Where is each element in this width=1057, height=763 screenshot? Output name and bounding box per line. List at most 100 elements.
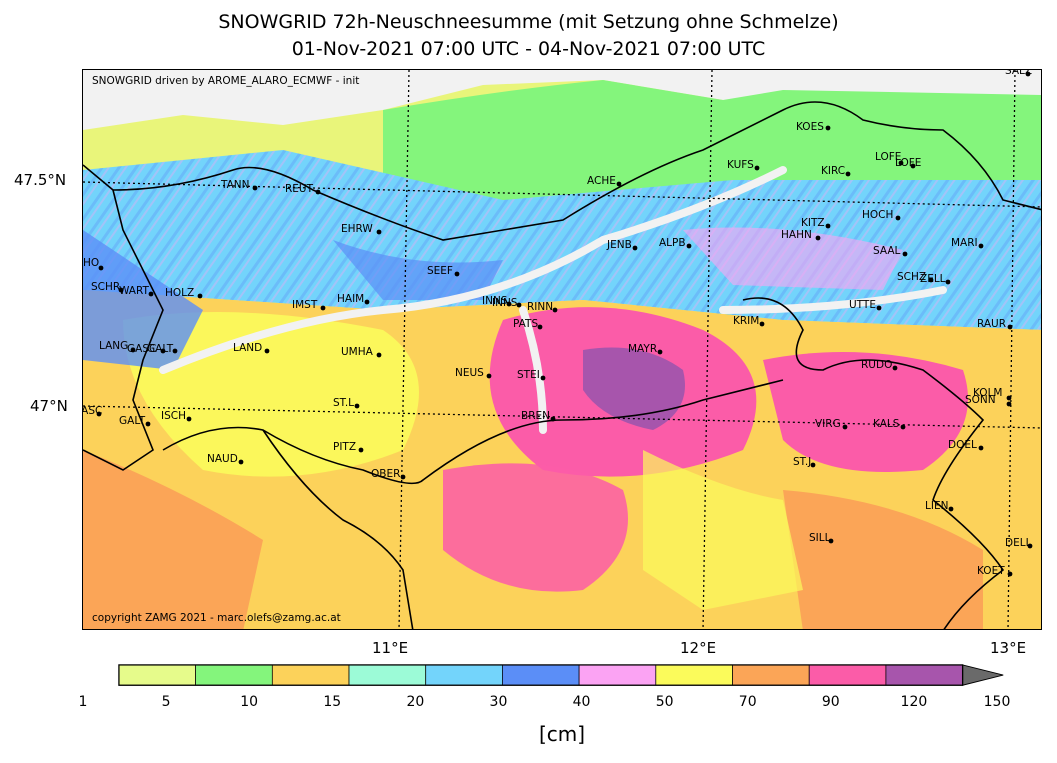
colorbar-unit: [cm]: [538, 722, 586, 746]
station-dot: [902, 251, 908, 257]
station-dot: [550, 416, 556, 422]
station-label: NAUD: [207, 453, 238, 465]
valleys: [159, 166, 947, 434]
station-label: HOCH: [862, 209, 893, 221]
station-dot: [898, 160, 904, 166]
station-dot: [506, 301, 512, 307]
snow-bands: [83, 70, 1041, 629]
colorbar-segment: [808, 664, 887, 686]
station-label: IMST: [292, 299, 318, 311]
station-dot: [98, 265, 104, 271]
station-label: KOET: [977, 565, 1005, 577]
station-label: GALT: [147, 343, 174, 355]
station-label: KOLM: [973, 387, 1003, 399]
station-label: LOFE: [895, 157, 921, 169]
lon-label-13: 13°E: [990, 639, 1027, 657]
colorbar-tick-label: 90: [821, 694, 840, 710]
station-label: HOLZ: [165, 287, 194, 299]
station-dot: [632, 245, 638, 251]
station-dot: [145, 421, 151, 427]
station-label: DELL: [1005, 537, 1032, 549]
colorbar-tick-label: 1: [78, 694, 88, 710]
station-label: RUDO: [861, 359, 892, 371]
lon-label-11: 11°E: [372, 639, 409, 657]
colorbar-segment: [502, 664, 580, 686]
station-label: ZELL: [920, 273, 946, 285]
station-dot: [616, 181, 622, 187]
station-label: UTTE: [849, 299, 876, 311]
station-label: GASC: [127, 343, 156, 355]
colorbar-tick-label: 150: [983, 694, 1011, 710]
station-dot: [96, 411, 102, 417]
station-dot: [686, 243, 692, 249]
station-label: ISCH: [161, 410, 186, 422]
station-label: RINN: [527, 301, 553, 313]
station-label: ST.L: [333, 397, 354, 409]
lon-label-12: 12°E: [680, 639, 717, 657]
station-dot: [1027, 543, 1033, 549]
copyright-note: copyright ZAMG 2021 - marc.olefs@zamg.ac…: [92, 612, 341, 624]
station-label: REUT: [285, 183, 314, 195]
snow-map: SALZ KOES KUFS KIRC LOFE LOFE TANN REUT ACHE KITZ…: [82, 69, 1042, 630]
station-dot: [315, 189, 321, 195]
station-dot: [945, 279, 951, 285]
station-label: LIEN: [925, 500, 948, 512]
station-label: ALPB: [659, 237, 686, 249]
station-dot: [1007, 571, 1013, 577]
station-label: SCHO: [83, 257, 99, 269]
station-label: SCHR: [91, 281, 120, 293]
station-dot: [376, 352, 382, 358]
colorbar-extend-arrow: [962, 664, 1004, 686]
station-dot: [197, 293, 203, 299]
station-label: KRIM: [733, 315, 759, 327]
colorbar-segment: [885, 664, 963, 686]
station-label: HAHN: [781, 229, 812, 241]
station-dot: [130, 347, 136, 353]
station-dot: [815, 235, 821, 241]
colorbar-segment: [578, 664, 657, 686]
station-label: ACHE: [587, 175, 616, 187]
station-dot: [825, 223, 831, 229]
station-label: EHRW: [341, 223, 373, 235]
station-label: RAUR: [977, 318, 1006, 330]
station-label: BREN: [521, 410, 550, 422]
colorbar-tick-label: 5: [161, 694, 171, 710]
lat-label-47-5: 47.5°N: [14, 171, 67, 189]
station-dot: [358, 447, 364, 453]
station-dot: [845, 171, 851, 177]
station-dot: [876, 305, 882, 311]
station-dot: [540, 375, 546, 381]
station-label: STEI: [517, 369, 540, 381]
station-dot: [252, 185, 258, 191]
station-dot: [895, 215, 901, 221]
station-label: SALZ: [1005, 70, 1032, 77]
station-label: VIRG: [815, 418, 841, 430]
station-label: INNS: [482, 295, 508, 307]
colorbar-segment: [271, 664, 350, 686]
lat-label-47: 47°N: [30, 397, 68, 415]
colorbar-segment: [118, 664, 196, 686]
station-dot: [1007, 324, 1013, 330]
station-dot: [552, 307, 558, 313]
station-dot: [486, 373, 492, 379]
station-label: SAAL: [873, 245, 901, 257]
station-dot: [354, 403, 360, 409]
station-dot: [948, 506, 954, 512]
model-note: SNOWGRID driven by AROME_ALARO_ECMWF - i…: [92, 75, 360, 87]
station-dot: [1006, 401, 1012, 407]
station-label: HAIM: [337, 293, 364, 305]
station-dot: [238, 459, 244, 465]
map-title: SNOWGRID 72h-Neuschneesumme (mit Setzung…: [218, 11, 839, 33]
station-dot: [978, 445, 984, 451]
station-label: MARI: [951, 237, 978, 249]
station-dot: [825, 125, 831, 131]
station-dot: [657, 349, 663, 355]
station-dot: [928, 277, 934, 283]
station-label: GALT: [119, 415, 146, 427]
colorbar-segment: [195, 664, 273, 686]
colorbar-segment: [425, 664, 503, 686]
station-label: KITZ: [801, 217, 825, 229]
station-label: KIRC: [821, 165, 845, 177]
map-subtitle: 01-Nov-2021 07:00 UTC - 04-Nov-2021 07:0…: [291, 38, 766, 60]
